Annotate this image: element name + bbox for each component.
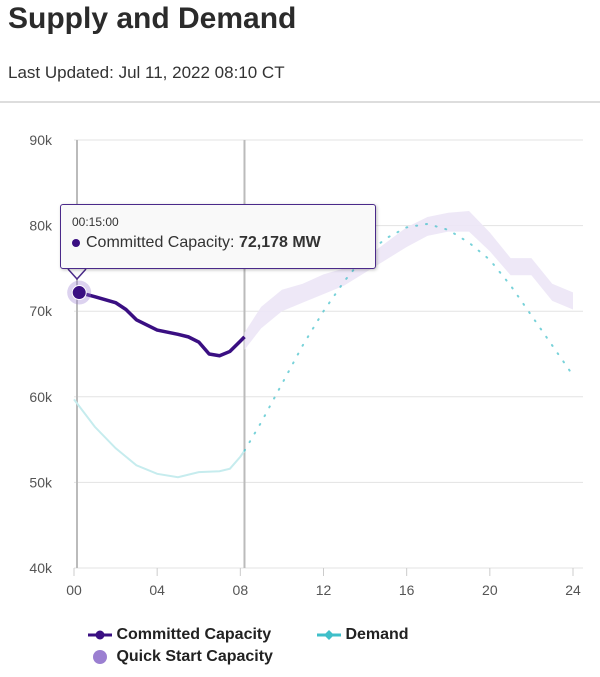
demand-forecast-line — [243, 222, 574, 452]
x-tick-label: 04 — [149, 582, 165, 598]
last-updated: Last Updated: Jul 11, 2022 08:10 CT — [8, 63, 285, 82]
quick-start-capacity-band — [244, 211, 573, 350]
diamond-marker-icon — [317, 629, 341, 640]
tooltip-series: Committed Capacity: — [86, 234, 235, 251]
legend-committed[interactable]: Committed Capacity — [88, 626, 271, 644]
y-tick-label: 50k — [29, 474, 53, 490]
tooltip-time: 00:15:00 — [72, 215, 119, 229]
y-tick-label: 80k — [29, 218, 53, 234]
x-tick-label: 20 — [482, 582, 498, 598]
y-tick-label: 40k — [29, 560, 53, 576]
y-tick-label: 70k — [29, 303, 53, 319]
x-tick-label: 08 — [233, 582, 249, 598]
tooltip: 00:15:00 Committed Capacity: 72,178 MW — [60, 204, 376, 269]
legend-label: Demand — [345, 626, 409, 643]
page-title: Supply and Demand — [8, 2, 297, 35]
tooltip-row: Committed Capacity: 72,178 MW — [72, 234, 321, 252]
x-tick-label: 00 — [66, 582, 82, 598]
tooltip-value: 72,178 MW — [238, 234, 321, 251]
series-dot-icon — [72, 238, 80, 247]
hover-point — [71, 285, 87, 301]
x-tick-label: 12 — [316, 582, 332, 598]
line-marker-icon — [88, 630, 112, 640]
circle-marker-icon — [93, 649, 107, 664]
y-tick-label: 60k — [29, 389, 53, 405]
legend-label: Quick Start Capacity — [116, 648, 273, 665]
committed-capacity-line — [78, 290, 246, 358]
x-tick-label: 16 — [399, 582, 415, 598]
y-tick-label: 90k — [29, 132, 53, 148]
demand-actual-line — [73, 398, 246, 479]
legend-quick-start[interactable]: Quick Start Capacity — [88, 648, 273, 666]
x-tick-label: 24 — [565, 582, 581, 598]
tooltip-pointer — [67, 268, 87, 281]
legend-demand[interactable]: Demand — [317, 626, 409, 644]
divider — [0, 101, 600, 103]
legend-label: Committed Capacity — [116, 626, 272, 643]
